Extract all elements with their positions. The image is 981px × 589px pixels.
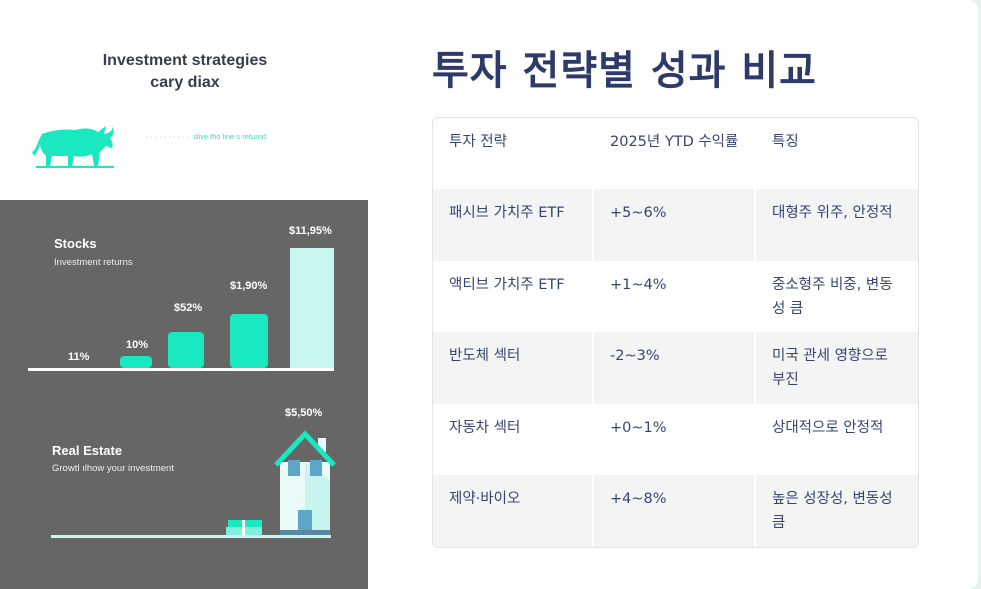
- cell-features: 미국 관세 영향으로 부진: [756, 332, 918, 404]
- table-row: 제약·바이오 +4~8% 높은 성장성, 변동성 큼: [433, 475, 918, 547]
- real-estate-baseline: [51, 535, 331, 538]
- stocks-bar-chart: [28, 248, 334, 371]
- cell-return: +4~8%: [594, 475, 756, 547]
- cell-features: 높은 성장성, 변동성 큼: [756, 475, 918, 547]
- cash-stack-icon: [226, 520, 262, 535]
- page-title: 투자 전략별 성과 비교: [432, 48, 817, 94]
- table-row: 반도체 섹터 -2~3% 미국 관세 영향으로 부진: [433, 332, 918, 404]
- house-icon: [274, 430, 336, 535]
- table-row: 패시브 가치주 ETF +5~6% 대형주 위주, 안정적: [433, 189, 918, 261]
- bar-label-2: 10%: [126, 339, 149, 351]
- table-header-row: 투자 전략 2025년 YTD 수익률 특징: [433, 118, 918, 189]
- cell-return: +0~1%: [610, 419, 667, 436]
- bar-label-4: $1,90%: [230, 280, 268, 292]
- header-strategy: 투자 전략: [449, 134, 507, 150]
- cell-strategy: 패시브 가치주 ETF: [433, 189, 594, 261]
- strategy-comparison-table: 투자 전략 2025년 YTD 수익률 특징 패시브 가치주 ETF +5~6%…: [432, 117, 919, 548]
- cell-strategy: 액티브 가치주 ETF: [449, 276, 565, 293]
- bar-label-1: 11%: [68, 351, 90, 363]
- bull-icon: [32, 126, 114, 168]
- real-estate-subtitle: Growtl ılhow your investment: [52, 463, 174, 474]
- cell-strategy: 제약·바이오: [433, 475, 594, 547]
- cell-strategy: 반도체 섹터: [433, 332, 594, 404]
- illustration-heading: Investment strategies cary diax: [0, 50, 370, 94]
- stock-bar-4: [230, 314, 268, 368]
- illustration-subtitle: cary diax: [150, 74, 220, 91]
- header-features: 특징: [772, 134, 799, 150]
- cell-features: 대형주 위주, 안정적: [756, 189, 918, 261]
- table-row: 액티브 가치주 ETF +1~4% 중소형주 비중, 변동성 큼: [433, 261, 918, 333]
- stocks-baseline: [28, 368, 334, 371]
- bull-caption-text: slive tho line s returnd: [193, 132, 267, 141]
- house-illustration: [51, 430, 336, 538]
- cell-return: +1~4%: [610, 276, 667, 293]
- cell-return: -2~3%: [594, 332, 756, 404]
- cell-features: 상대적으로 안정적: [772, 419, 884, 436]
- stock-bar-5: [290, 248, 334, 368]
- header-ytd-return: 2025년 YTD 수익률: [610, 134, 739, 150]
- stocks-subtitle: Investment returns: [54, 257, 133, 268]
- investment-illustration: Investment strategies cary diax ········…: [0, 0, 368, 589]
- dotted-line: ··········: [146, 132, 191, 141]
- illustration-title: Investment strategies: [102, 52, 268, 69]
- cell-return: +5~6%: [594, 189, 756, 261]
- stock-bar-3: [168, 332, 204, 368]
- bar-label-3: $52%: [174, 302, 203, 314]
- bar-label-5: $11,95%: [289, 225, 332, 237]
- cell-features: 중소형주 비중, 변동성 큼: [772, 276, 893, 317]
- real-estate-title: Real Estate: [52, 443, 123, 458]
- stock-bar-2: [120, 356, 152, 368]
- stocks-title: Stocks: [54, 236, 97, 251]
- bull-caption: ·········· slive tho line s returnd: [146, 132, 266, 141]
- cell-strategy: 자동차 섹터: [449, 419, 521, 436]
- real-estate-value: $5,50%: [285, 407, 323, 419]
- table-row: 자동차 섹터 +0~1% 상대적으로 안정적: [433, 404, 918, 476]
